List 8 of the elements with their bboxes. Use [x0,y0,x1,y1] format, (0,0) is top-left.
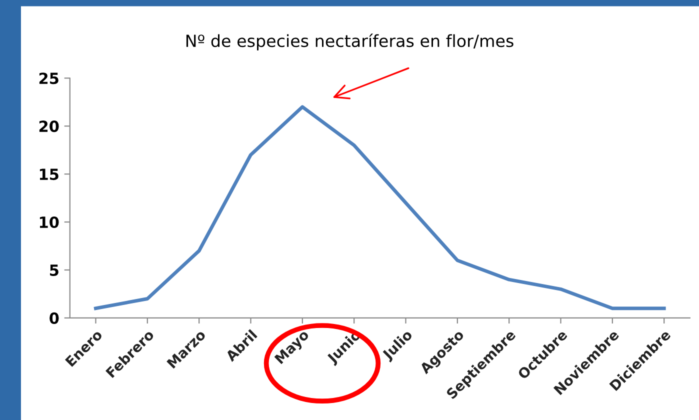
y-tick-label: 10 [40,216,59,228]
y-tick-label: 5 [50,264,58,276]
chart-title: Nº de especies nectaríferas en flor/mes [186,34,514,50]
y-tick-label: 15 [40,168,58,180]
y-tick-label: 0 [50,312,59,324]
y-tick-label: 25 [39,72,58,84]
line-series [94,105,666,310]
y-tick-label: 20 [39,120,59,132]
